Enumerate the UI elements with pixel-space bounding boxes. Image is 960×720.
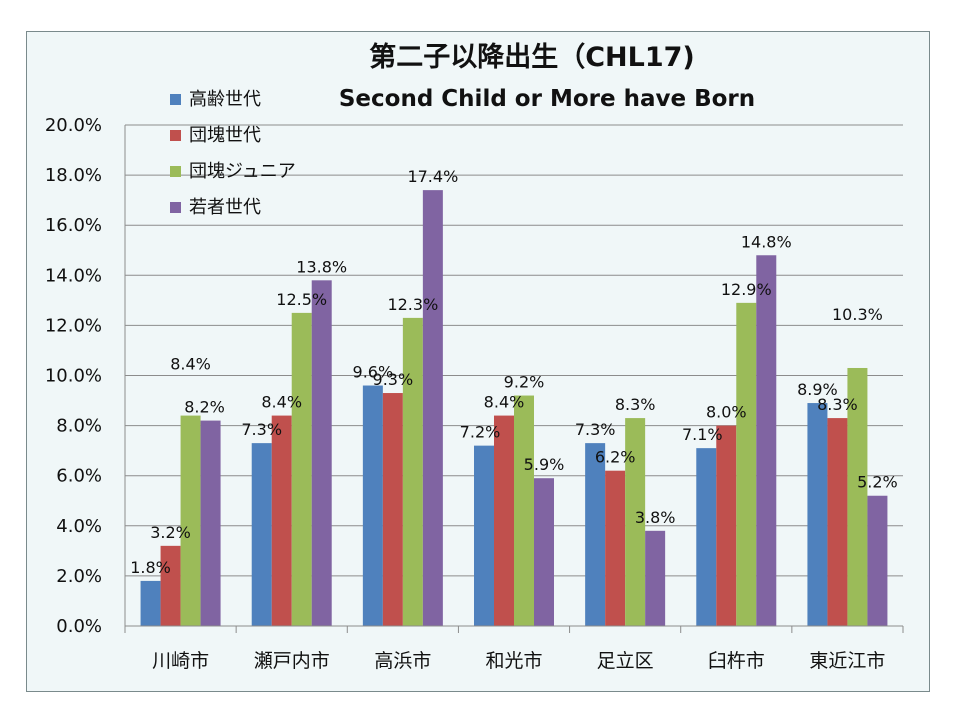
bar bbox=[827, 418, 848, 626]
data-label: 8.4% bbox=[170, 355, 211, 374]
bar bbox=[402, 317, 423, 626]
y-tick-label: 6.0% bbox=[56, 466, 102, 487]
data-label: 5.2% bbox=[857, 473, 898, 492]
bar bbox=[362, 385, 383, 626]
data-label: 7.3% bbox=[575, 420, 616, 439]
data-label: 12.5% bbox=[276, 290, 327, 309]
bar bbox=[474, 445, 494, 626]
y-tick-label: 2.0% bbox=[56, 566, 102, 587]
x-category-label: 和光市 bbox=[485, 650, 542, 672]
bar bbox=[422, 190, 443, 626]
x-category-label: 臼杵市 bbox=[708, 650, 765, 672]
bar bbox=[585, 443, 606, 626]
data-label: 5.9% bbox=[524, 455, 565, 474]
bar bbox=[867, 495, 888, 626]
legend-swatch bbox=[170, 166, 181, 177]
bar bbox=[716, 425, 737, 626]
bar bbox=[847, 367, 868, 626]
bar bbox=[180, 415, 201, 626]
legend-label: 若者世代 bbox=[189, 197, 261, 218]
x-category-label: 川崎市 bbox=[152, 650, 209, 672]
legend-swatch bbox=[170, 202, 181, 213]
data-label: 14.8% bbox=[741, 232, 792, 251]
y-tick-label: 18.0% bbox=[45, 165, 102, 186]
y-tick-label: 10.0% bbox=[45, 366, 102, 387]
data-label: 3.8% bbox=[635, 508, 676, 527]
data-label: 3.2% bbox=[150, 523, 191, 542]
bar bbox=[534, 478, 554, 626]
data-label: 8.0% bbox=[706, 403, 747, 422]
bar bbox=[514, 395, 534, 626]
bar bbox=[160, 545, 181, 626]
data-label: 9.3% bbox=[373, 370, 414, 389]
data-label: 6.2% bbox=[595, 448, 636, 467]
data-label: 10.3% bbox=[832, 305, 883, 324]
x-category-label: 東近江市 bbox=[809, 650, 885, 672]
data-label: 17.4% bbox=[407, 167, 458, 186]
y-tick-label: 20.0% bbox=[45, 115, 102, 136]
data-label: 8.2% bbox=[184, 398, 225, 417]
y-tick-label: 0.0% bbox=[56, 616, 102, 637]
bar bbox=[625, 418, 646, 626]
data-label: 1.8% bbox=[130, 558, 171, 577]
data-label: 7.1% bbox=[682, 425, 723, 444]
chart-title: 第二子以降出生（CHL17) bbox=[369, 41, 695, 73]
legend-swatch bbox=[170, 130, 181, 141]
y-tick-label: 8.0% bbox=[56, 416, 102, 437]
legend-swatch bbox=[170, 94, 181, 105]
y-tick-label: 16.0% bbox=[45, 215, 102, 236]
bar bbox=[736, 302, 757, 626]
data-label: 7.2% bbox=[460, 423, 501, 442]
x-category-label: 足立区 bbox=[597, 650, 654, 672]
y-tick-label: 4.0% bbox=[56, 516, 102, 537]
legend-label: 団塊世代 bbox=[189, 125, 261, 146]
data-label: 8.4% bbox=[484, 393, 525, 412]
data-label: 8.9% bbox=[797, 380, 838, 399]
legend-label: 高齢世代 bbox=[189, 89, 261, 110]
x-category-label: 瀬戸内市 bbox=[254, 650, 330, 672]
y-tick-label: 12.0% bbox=[45, 315, 102, 336]
data-label: 7.3% bbox=[241, 420, 282, 439]
bar bbox=[251, 443, 272, 626]
bar bbox=[756, 255, 777, 626]
bar bbox=[605, 470, 626, 626]
data-label: 12.3% bbox=[387, 295, 438, 314]
bar bbox=[291, 312, 312, 626]
data-label: 13.8% bbox=[296, 257, 347, 276]
data-label: 8.4% bbox=[261, 393, 302, 412]
data-label: 9.2% bbox=[504, 373, 545, 392]
bar bbox=[311, 280, 332, 626]
bar bbox=[645, 530, 666, 626]
bar bbox=[200, 420, 221, 626]
legend-label: 団塊ジュニア bbox=[189, 161, 296, 182]
data-label: 12.9% bbox=[721, 280, 772, 299]
data-label: 8.3% bbox=[615, 395, 656, 414]
data-label: 9.6% bbox=[353, 363, 394, 382]
x-category-label: 高浜市 bbox=[374, 650, 431, 672]
data-label: 8.3% bbox=[817, 395, 858, 414]
bar bbox=[382, 393, 403, 626]
bar bbox=[807, 403, 828, 626]
bar bbox=[271, 415, 292, 626]
bar bbox=[140, 580, 161, 626]
bar bbox=[696, 448, 717, 626]
bar bbox=[494, 415, 514, 626]
y-tick-label: 14.0% bbox=[45, 265, 102, 286]
chart-subtitle: Second Child or More have Born bbox=[339, 86, 755, 112]
